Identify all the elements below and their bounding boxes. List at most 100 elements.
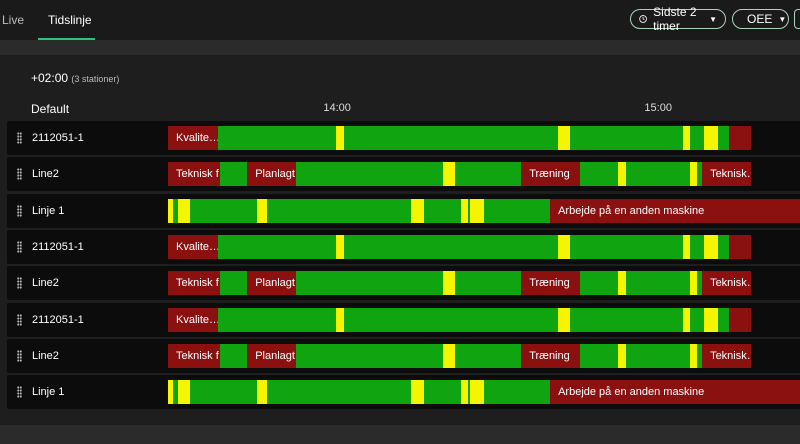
status-segment [618, 162, 627, 187]
status-segment [443, 162, 456, 187]
segment-label: Teknisk… [710, 349, 751, 362]
segment-label: Kvalite… [176, 313, 219, 326]
status-segment [626, 162, 691, 187]
status-segment [267, 198, 411, 223]
station-row: Line2 Teknisk f… Planlagt… Træning Teknisk… [7, 266, 800, 301]
status-segment [344, 307, 559, 332]
status-segment: Teknisk… [702, 271, 752, 296]
drag-handle[interactable] [17, 132, 22, 144]
segment-label: Kvalite… [176, 240, 219, 253]
status-segment [484, 380, 551, 405]
status-segment [580, 343, 619, 368]
segment-label: Arbejde på en anden maskine [558, 386, 705, 399]
status-segment [690, 234, 705, 259]
status-segment [704, 234, 719, 259]
station-row: 2112051-1 Kvalite… [7, 229, 800, 264]
status-segment [718, 307, 730, 332]
station-name: Line2 [32, 277, 59, 290]
status-segment [626, 343, 691, 368]
time-filter-button[interactable]: Sidste 2 timer ▼ [630, 5, 726, 33]
timezone-label: +02:00 [31, 71, 69, 85]
segment-label: Teknisk… [710, 168, 751, 181]
status-segment [618, 343, 627, 368]
status-segment [704, 126, 719, 150]
status-segment [729, 126, 752, 150]
status-segment [410, 380, 425, 405]
segment-label: Planlagt… [255, 168, 296, 181]
metric-button[interactable]: OEE ▼ [732, 9, 789, 29]
status-segment [718, 234, 730, 259]
status-segment [690, 162, 698, 187]
status-segment [424, 198, 462, 223]
segment-label: Teknisk f… [176, 277, 220, 290]
dropdown-arrow: ▼ [778, 14, 787, 24]
status-segment [219, 162, 248, 187]
status-segment: Teknisk f… [168, 343, 220, 368]
status-segment [256, 380, 267, 405]
segment-label: Træning [529, 168, 570, 181]
status-segment: Træning [521, 271, 581, 296]
dropdown-arrow: ▼ [709, 14, 717, 24]
time-tick-label: 15:00 [644, 102, 672, 114]
status-segment [580, 271, 619, 296]
drag-handle[interactable] [17, 204, 22, 217]
status-segment: Kvalite… [168, 234, 219, 259]
status-segment [443, 271, 456, 296]
drag-handle[interactable] [17, 168, 22, 181]
status-segment [178, 380, 190, 405]
status-segment [443, 343, 456, 368]
status-segment [470, 380, 485, 405]
status-segment [295, 271, 444, 296]
status-segment: Kvalite… [168, 307, 219, 332]
status-segment [558, 307, 571, 332]
status-segment [704, 307, 719, 332]
status-segment: Kvalite… [168, 126, 219, 150]
status-segment: Planlagt… [247, 343, 296, 368]
status-segment: Arbejde på en anden maskine [550, 380, 800, 405]
tab[interactable]: Tidslinje [48, 13, 92, 27]
status-segment [336, 307, 345, 332]
status-segment [690, 307, 705, 332]
status-segment [219, 271, 248, 296]
status-segment [626, 271, 691, 296]
segment-label: Teknisk… [710, 277, 751, 290]
segment-label: Arbejde på en anden maskine [558, 204, 705, 217]
status-segment [336, 234, 345, 259]
status-segment [172, 198, 179, 223]
status-segment [468, 198, 471, 223]
extra-button[interactable] [794, 9, 800, 29]
drag-handle[interactable] [17, 349, 22, 362]
drag-handle[interactable] [17, 386, 22, 399]
status-segment [295, 162, 444, 187]
segment-label: Træning [529, 349, 570, 362]
drag-handle[interactable] [17, 277, 22, 290]
station-row: Line2 Teknisk f… Planlagt… Træning Teknisk… [7, 338, 800, 373]
status-segment [218, 234, 337, 259]
status-segment [455, 162, 522, 187]
status-segment [218, 307, 337, 332]
status-segment [218, 126, 337, 150]
status-segment: Træning [521, 343, 581, 368]
station-name: 2112051-1 [32, 240, 84, 253]
segment-label: Teknisk f… [176, 349, 220, 362]
drag-handle[interactable] [17, 313, 22, 326]
tab[interactable]: Live [2, 13, 25, 27]
segment-label: Kvalite… [176, 132, 219, 144]
status-segment: Teknisk… [702, 343, 752, 368]
status-segment [558, 234, 571, 259]
status-segment [697, 271, 703, 296]
status-segment [344, 126, 559, 150]
metric-label: OEE [747, 12, 773, 26]
group-name: Default [31, 102, 70, 116]
status-segment [690, 343, 698, 368]
status-segment [336, 126, 345, 150]
drag-handle[interactable] [17, 240, 22, 253]
status-segment [468, 380, 471, 405]
station-name: Line2 [32, 349, 59, 362]
status-segment: Teknisk f… [168, 271, 220, 296]
status-segment [580, 162, 619, 187]
status-segment [690, 126, 705, 150]
status-segment [683, 126, 691, 150]
status-segment [189, 380, 257, 405]
